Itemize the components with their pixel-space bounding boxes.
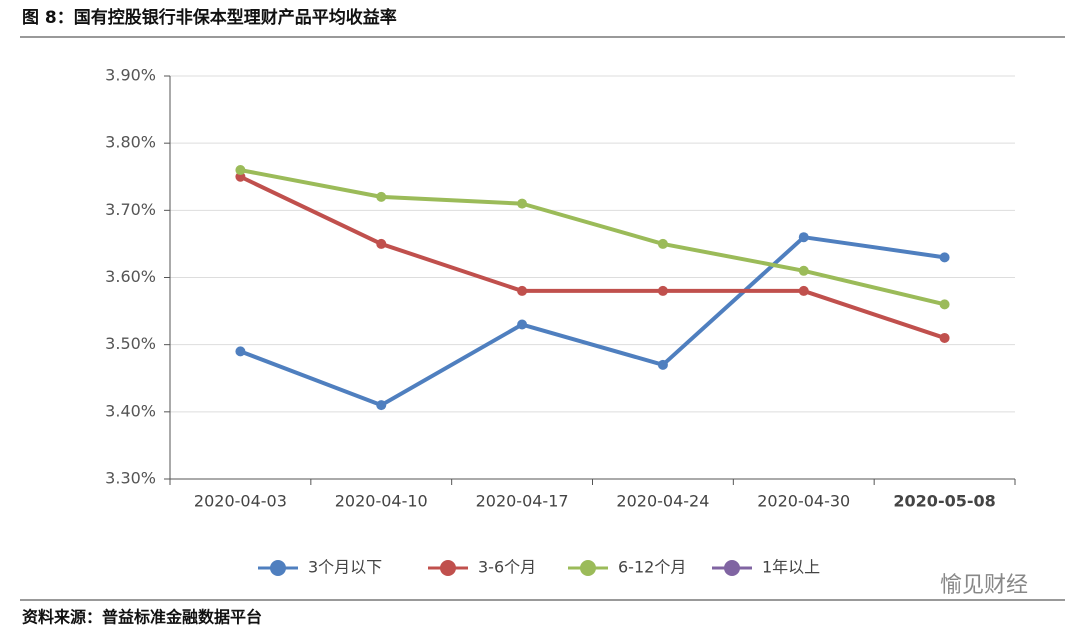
data-point — [235, 165, 246, 176]
data-point — [517, 285, 528, 296]
data-point — [939, 299, 950, 310]
y-tick-label: 3.90% — [105, 66, 156, 85]
series-line — [240, 168, 946, 307]
legend-marker — [440, 560, 456, 576]
x-tick-label: 2020-05-08 — [893, 492, 995, 511]
y-tick-label: 3.50% — [105, 334, 156, 353]
data-point — [798, 232, 809, 243]
y-tick-label: 3.60% — [105, 267, 156, 286]
data-point — [376, 238, 387, 249]
data-point — [235, 346, 246, 357]
y-tick-label: 3.70% — [105, 200, 156, 219]
chart-title: 图 8：国有控股银行非保本型理财产品平均收益率 — [22, 7, 397, 28]
series-line — [239, 174, 946, 340]
series-line — [239, 235, 945, 408]
legend-marker — [580, 560, 596, 576]
legend-marker — [724, 560, 740, 576]
watermark: 愉见财经 — [940, 573, 1028, 598]
data-point — [939, 252, 950, 263]
source: 资料来源：普益标准金融数据平台 — [22, 608, 262, 627]
y-tick-label: 3.30% — [105, 469, 156, 488]
data-point — [939, 332, 950, 343]
x-tick-label: 2020-04-03 — [194, 492, 287, 511]
data-point — [517, 319, 528, 330]
x-tick-label: 2020-04-10 — [335, 492, 428, 511]
legend-label: 3-6个月 — [478, 558, 536, 577]
legend-label: 3个月以下 — [308, 558, 382, 577]
data-point — [657, 359, 668, 370]
data-point — [798, 285, 809, 296]
legend-label: 1年以上 — [762, 558, 820, 577]
x-tick-label: 2020-04-24 — [616, 492, 709, 511]
x-tick-label: 2020-04-30 — [757, 492, 850, 511]
data-point — [517, 198, 528, 209]
legend-marker — [270, 560, 286, 576]
y-tick-label: 3.80% — [105, 133, 156, 152]
data-point — [376, 191, 387, 202]
x-tick-label: 2020-04-17 — [476, 492, 569, 511]
legend-label: 6-12个月 — [618, 558, 686, 577]
y-tick-label: 3.40% — [105, 401, 156, 420]
data-point — [657, 285, 668, 296]
data-point — [376, 400, 387, 411]
data-point — [657, 238, 668, 249]
data-point — [798, 265, 809, 276]
